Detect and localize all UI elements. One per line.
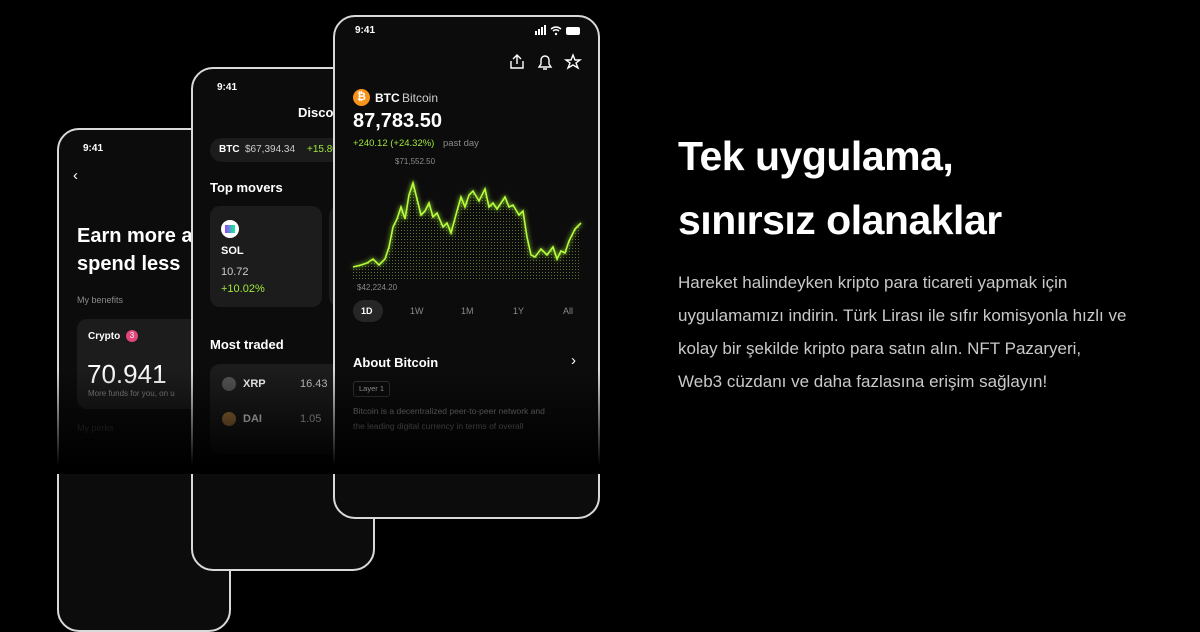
section-title: About Bitcoin <box>353 355 439 370</box>
coin-icon: ₿ <box>353 89 370 106</box>
mover-card[interactable]: SOL 10.72 +10.02% <box>210 206 322 307</box>
description: Bitcoin is a decentralized peer-to-peer … <box>353 406 545 416</box>
traded-price: 16.43 <box>300 378 328 390</box>
screen-title: Discov <box>298 105 341 120</box>
chart-line <box>352 180 582 268</box>
headline: Earn more a <box>77 225 193 247</box>
coin-symbol: BTC <box>375 91 400 105</box>
card-value: 70.941 <box>87 359 167 389</box>
status-time: 9:41 <box>355 25 376 36</box>
heading: Tek uygulama, <box>678 133 954 179</box>
page: 9:41 ‹ Earn more a spend less My benefit… <box>0 15 1127 632</box>
ticker-symbol: BTC <box>219 144 240 155</box>
price-chart <box>352 180 582 279</box>
status-time: 9:41 <box>83 143 104 154</box>
ticker-price: $67,394.34 <box>245 144 296 155</box>
range-selected <box>353 300 383 322</box>
tag: Layer 1 <box>353 381 391 397</box>
card-title: Crypto <box>88 331 121 342</box>
traded-price: 1.05 <box>300 413 322 425</box>
card-note: More funds for you, on u <box>88 389 175 398</box>
star-button[interactable] <box>563 53 583 70</box>
mover-change: +10.02% <box>221 283 265 295</box>
status-icons <box>535 25 580 36</box>
badge: 3 <box>126 330 138 342</box>
section-title: Most traded <box>210 337 284 352</box>
section-title: Top movers <box>210 180 283 195</box>
coin-icon <box>222 412 236 426</box>
phone-3: 9:41 ₿ BTC Bitcoin 87,783.50 +240.12 (+2… <box>333 15 600 519</box>
headline: spend less <box>77 253 181 275</box>
body-text: Hareket halindeyken kripto para ticareti… <box>678 273 1068 292</box>
chart-low: $42,224.20 <box>357 283 398 292</box>
coin-icon <box>222 377 236 391</box>
section-label: My perks <box>77 423 114 433</box>
change-period: past day <box>443 138 479 149</box>
body-text: Web3 cüzdanı ve daha fazlasına erişim sa… <box>678 372 1048 391</box>
description: the leading digital currency in terms of… <box>353 421 524 431</box>
ticker-change: +15.80 <box>307 144 338 155</box>
chart-area <box>353 183 581 279</box>
expand-button[interactable]: › <box>571 352 576 369</box>
traded-symbol: XRP <box>243 378 266 390</box>
mover-price: 10.72 <box>221 266 249 278</box>
range-tab[interactable]: 1M <box>461 306 474 316</box>
toolbar <box>510 53 583 70</box>
bell-button[interactable] <box>537 55 553 70</box>
chart-high: $71,552.50 <box>395 157 436 166</box>
mover-symbol: SOL <box>221 245 244 257</box>
range-tab[interactable]: 1D <box>361 306 373 316</box>
heading: sınırsız olanaklar <box>678 197 1002 243</box>
back-button[interactable]: ‹ <box>73 167 78 184</box>
range-tab[interactable]: 1W <box>410 306 424 316</box>
status-time: 9:41 <box>217 82 238 93</box>
share-button[interactable] <box>510 54 524 69</box>
coin-name: Bitcoin <box>402 91 439 105</box>
range-tab[interactable]: 1Y <box>513 306 525 316</box>
traded-symbol: DAI <box>243 413 262 425</box>
range-tab[interactable]: All <box>563 306 574 316</box>
section-label: My benefits <box>77 295 124 305</box>
price: 87,783.50 <box>353 110 442 132</box>
coin-icon <box>225 225 235 233</box>
body-text: uygulamamızı indirin. Türk Lirası ile sı… <box>678 306 1127 325</box>
body-text: kolay bir şekilde kripto para satın alın… <box>678 339 1082 358</box>
price-change: +240.12 (+24.32%) <box>353 138 435 149</box>
